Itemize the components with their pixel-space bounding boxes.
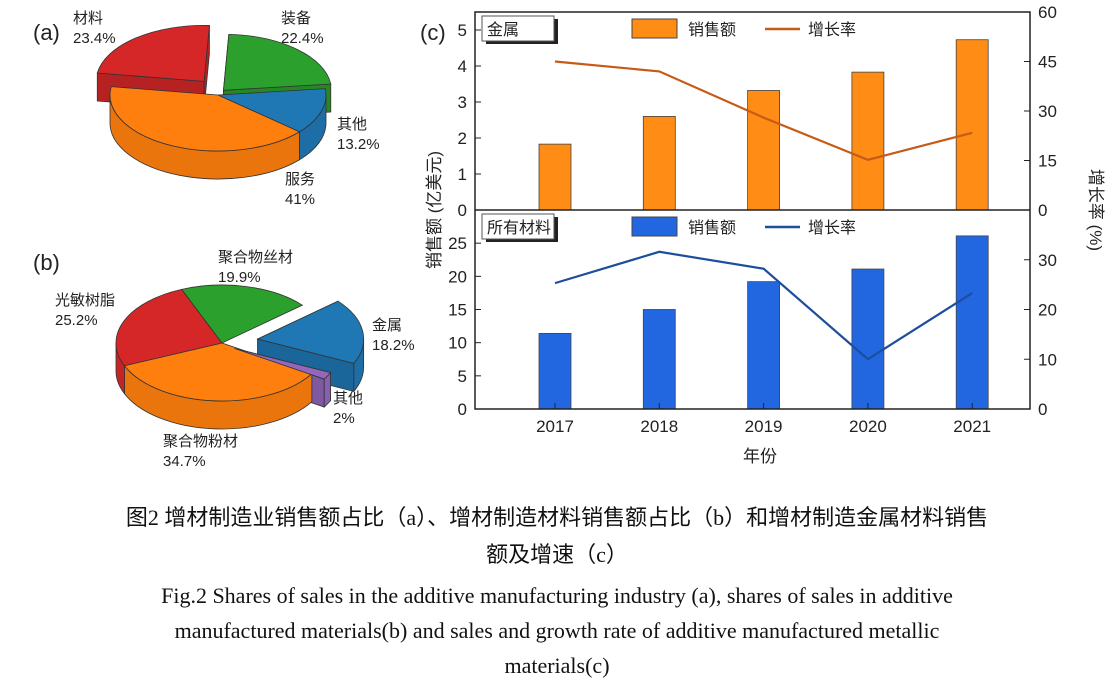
pie-slice-name-label: 聚合物粉材 [163, 433, 238, 450]
pie-slice-percent-label: 22.4% [281, 30, 324, 47]
pie-slice-name-label: 金属 [372, 317, 402, 334]
x-tick-label: 2020 [849, 417, 887, 436]
pie-slice-name-label: 其他 [333, 390, 363, 407]
y2-axis-title: 增长率 (%) [1086, 169, 1105, 251]
pie-slice [123, 342, 313, 402]
caption-en-line3: materials(c) [504, 653, 610, 678]
sales-bar [747, 90, 780, 211]
pie-slice-name-label: 材料 [73, 10, 103, 27]
y-tick-label: 10 [448, 334, 467, 353]
caption-cn-line1: 图2 增材制造业销售额占比（a）、增材制造材料销售额占比（b）和增材制造金属材料… [125, 505, 989, 530]
panel-label: (c) [420, 20, 446, 45]
pie-slice [256, 300, 365, 364]
pie-slice [217, 88, 327, 133]
figure: 服务 41% 材料 23.4% 装备 22.4% 其他 13.2% (a) 聚合物粉材 34.7% 光… [33, 3, 1105, 470]
legend-label: 销售额 [688, 21, 736, 39]
y-tick-label: 25 [448, 234, 467, 253]
y2-tick-label: 0 [1038, 400, 1047, 419]
y2-tick-label: 20 [1038, 301, 1057, 320]
pie-slice-percent-label: 2% [333, 410, 355, 427]
sales-bar [642, 309, 676, 410]
pie-slice-percent-label: 13.2% [337, 136, 380, 153]
panel-label: (a) [33, 20, 60, 45]
y-tick-label: 5 [458, 367, 467, 386]
y-axis-title: 销售额 (亿美元) [425, 151, 444, 269]
pie-slice [180, 284, 304, 344]
pie-slice-percent-label: 25.2% [55, 312, 98, 329]
y-tick-label: 5 [458, 21, 467, 40]
y2-tick-label: 30 [1038, 251, 1057, 270]
panel-tag: 所有材料 [487, 219, 551, 237]
y2-tick-label: 30 [1038, 102, 1057, 121]
x-tick-label: 2019 [745, 417, 783, 436]
y2-tick-label: 0 [1038, 201, 1047, 220]
pie-slice-percent-label: 23.4% [73, 30, 116, 47]
pie-slice-percent-label: 34.7% [163, 453, 206, 470]
x-axis-title: 年份 [743, 447, 777, 466]
panel-tag-box [481, 15, 555, 42]
legend-bar-swatch [631, 216, 678, 237]
x-tick-label: 2018 [640, 417, 678, 436]
legend-bar-swatch [631, 18, 678, 39]
pie-slice [109, 86, 301, 152]
sales-bar [955, 39, 989, 211]
pie-slice-name-label: 服务 [285, 171, 315, 188]
y2-tick-label: 10 [1038, 350, 1057, 369]
panel-label: (b) [33, 250, 60, 275]
y-tick-label: 0 [458, 400, 467, 419]
pie-slice [115, 288, 223, 367]
sales-bar [851, 71, 885, 211]
legend-label: 增长率 [808, 21, 856, 39]
panel-tag-box [481, 213, 555, 240]
y-tick-label: 4 [458, 57, 467, 76]
pie-slice-percent-label: 19.9% [218, 269, 261, 286]
sales-bar [538, 143, 572, 211]
y-tick-label: 1 [458, 165, 467, 184]
pie-slice-name-label: 聚合物丝材 [218, 249, 293, 266]
y-tick-label: 2 [458, 129, 467, 148]
sales-bar [851, 268, 885, 410]
caption-en-line1: Fig.2 Shares of sales in the additive ma… [161, 583, 953, 608]
y2-tick-label: 15 [1038, 152, 1057, 171]
panel-tag: 金属 [487, 21, 519, 39]
legend-label: 增长率 [808, 219, 856, 237]
caption-en-line2: manufactured materials(b) and sales and … [174, 618, 940, 643]
y-tick-label: 15 [448, 301, 467, 320]
sales-bar [642, 116, 676, 211]
y-tick-label: 3 [458, 93, 467, 112]
x-tick-label: 2017 [536, 417, 574, 436]
sales-bar [955, 235, 989, 410]
y-tick-label: 20 [448, 267, 467, 286]
pie-slice-name-label: 装备 [281, 10, 311, 27]
pie-slice-name-label: 光敏树脂 [55, 292, 115, 309]
sales-bar [538, 332, 572, 410]
legend-label: 销售额 [688, 219, 736, 237]
y2-tick-label: 60 [1038, 3, 1057, 22]
pie-slice [96, 24, 210, 82]
caption-cn-line2: 额及增速（c） [486, 542, 628, 567]
pie-slice [223, 33, 332, 91]
y-tick-label: 0 [458, 201, 467, 220]
pie-slice-percent-label: 41% [285, 191, 315, 208]
x-tick-label: 2021 [953, 417, 991, 436]
pie-slice [234, 347, 332, 380]
pie-slice-percent-label: 18.2% [372, 337, 415, 354]
y2-tick-label: 45 [1038, 53, 1057, 72]
pie-slice-name-label: 其他 [337, 116, 367, 133]
sales-bar [747, 281, 780, 410]
